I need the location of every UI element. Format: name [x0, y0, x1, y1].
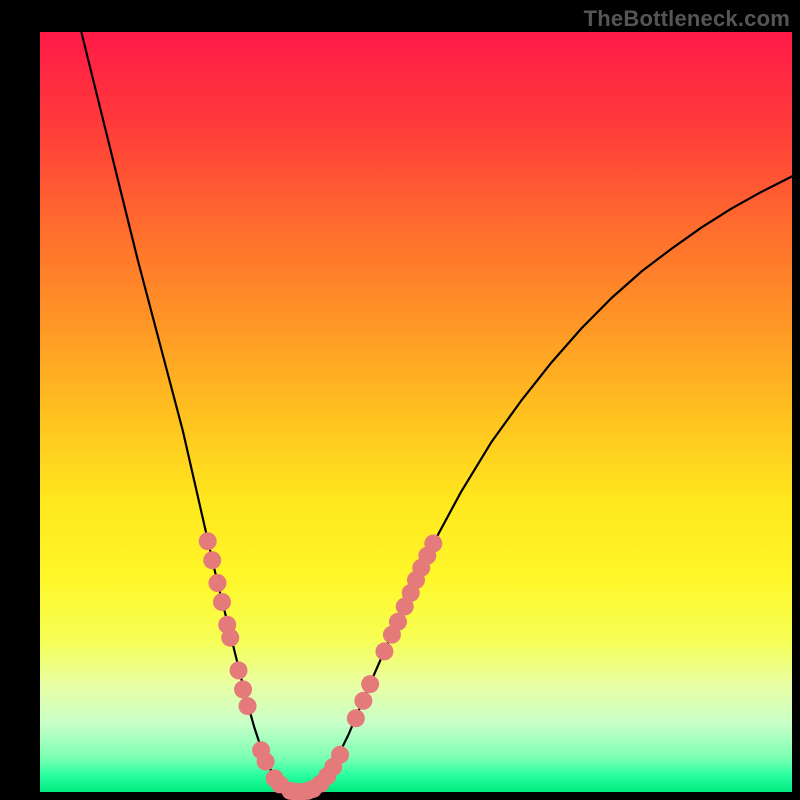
data-marker — [221, 629, 239, 647]
data-marker — [331, 746, 349, 764]
data-marker — [208, 574, 226, 592]
data-marker — [199, 532, 217, 550]
data-marker — [203, 551, 221, 569]
data-marker — [239, 697, 257, 715]
data-marker — [375, 642, 393, 660]
data-marker — [361, 675, 379, 693]
bottleneck-chart — [0, 0, 800, 800]
data-marker — [354, 692, 372, 710]
data-marker — [213, 593, 231, 611]
chart-frame — [0, 0, 800, 800]
data-marker — [230, 661, 248, 679]
plot-area — [40, 32, 792, 792]
data-marker — [234, 680, 252, 698]
watermark-text: TheBottleneck.com — [584, 6, 790, 32]
data-marker — [257, 753, 275, 771]
data-marker — [424, 534, 442, 552]
data-marker — [347, 709, 365, 727]
